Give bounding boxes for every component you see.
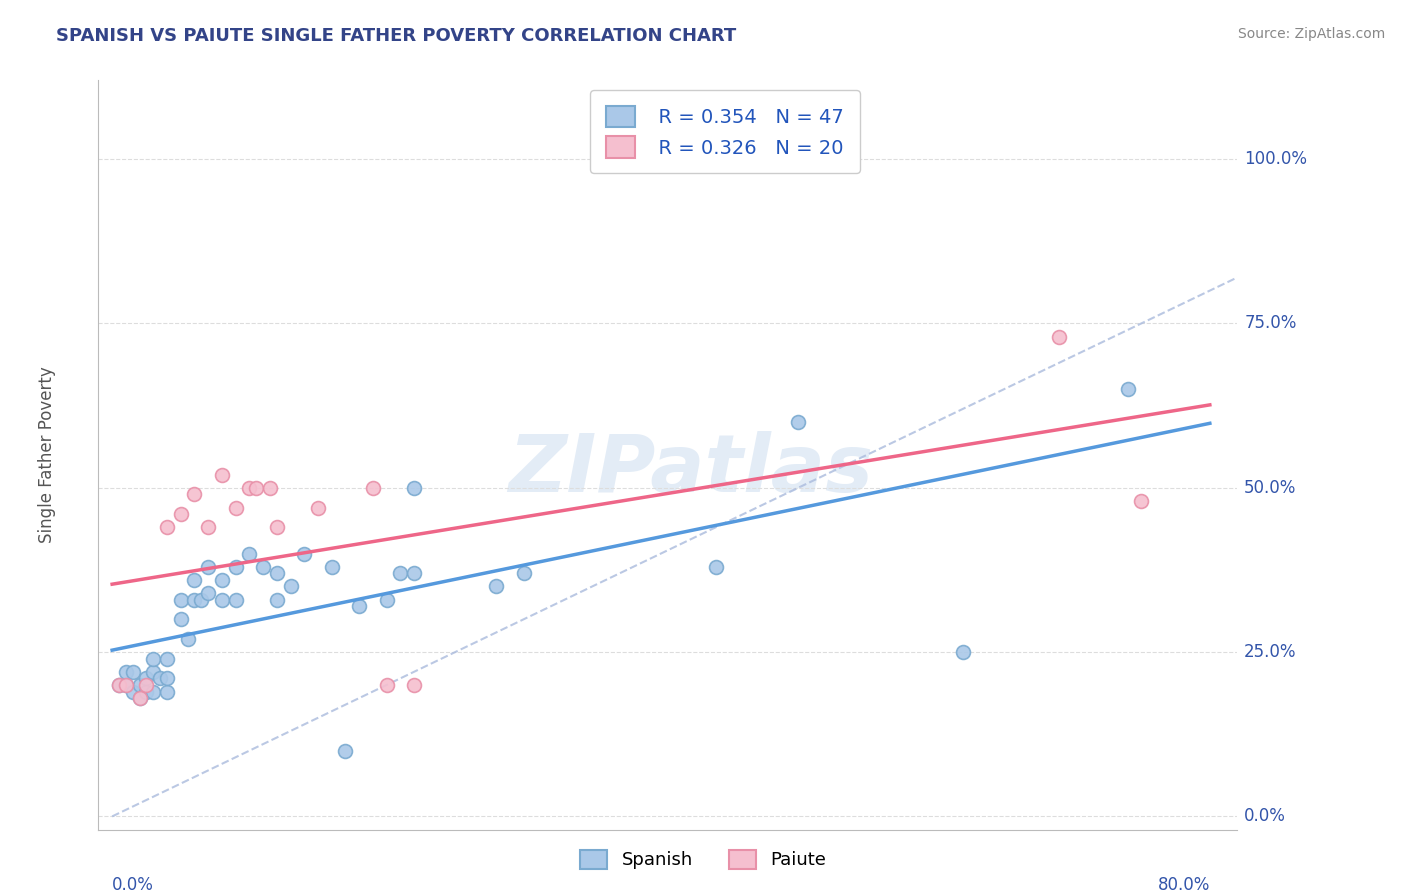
Point (149, 672, 172, 686)
Point (197, 586, 219, 600)
Point (183, 592, 205, 607)
Point (704, 559, 727, 574)
Point (108, 678, 131, 692)
Text: ZIPatlas: ZIPatlas (508, 431, 873, 509)
Text: 0.0%: 0.0% (112, 876, 155, 892)
Point (128, 691, 150, 706)
Point (225, 559, 247, 574)
Point (156, 651, 179, 665)
Point (1130, 494, 1153, 508)
Point (259, 481, 281, 495)
Point (142, 651, 165, 665)
Point (266, 566, 288, 581)
Point (1116, 382, 1139, 396)
Text: SPANISH VS PAIUTE SINGLE FATHER POVERTY CORRELATION CHART: SPANISH VS PAIUTE SINGLE FATHER POVERTY … (56, 27, 737, 45)
Point (335, 744, 357, 758)
Point (190, 592, 212, 607)
Text: 100.0%: 100.0% (1244, 150, 1308, 169)
Text: 0.0%: 0.0% (1244, 807, 1286, 825)
Point (115, 665, 138, 679)
Point (211, 592, 233, 607)
Point (402, 678, 425, 692)
Point (375, 592, 398, 607)
Point (211, 573, 233, 587)
Point (238, 547, 260, 561)
Point (156, 684, 179, 698)
Point (280, 579, 302, 593)
Point (183, 487, 205, 501)
Point (952, 645, 974, 659)
Point (128, 678, 150, 692)
Point (142, 684, 165, 698)
Point (787, 415, 810, 429)
Point (347, 599, 370, 613)
Point (176, 632, 198, 646)
Point (197, 559, 219, 574)
Point (121, 665, 143, 679)
Text: 80.0%: 80.0% (1157, 876, 1209, 892)
Point (135, 672, 157, 686)
Point (225, 592, 247, 607)
Point (211, 467, 233, 482)
Point (121, 684, 143, 698)
Point (1047, 329, 1070, 343)
Point (170, 507, 193, 521)
Legend:   R = 0.354   N = 47,   R = 0.326   N = 20: R = 0.354 N = 47, R = 0.326 N = 20 (591, 90, 859, 173)
Point (156, 520, 179, 534)
Point (361, 481, 384, 495)
Text: 25.0%: 25.0% (1244, 643, 1296, 661)
Point (170, 612, 193, 626)
Point (513, 566, 536, 581)
Text: Single Father Poverty: Single Father Poverty (38, 367, 56, 543)
Point (266, 520, 288, 534)
Point (292, 547, 315, 561)
Point (307, 500, 329, 515)
Text: 50.0%: 50.0% (1244, 479, 1296, 497)
Point (108, 678, 131, 692)
Point (135, 678, 157, 692)
Point (142, 665, 165, 679)
Point (135, 684, 157, 698)
Point (156, 672, 179, 686)
Point (402, 481, 425, 495)
Point (321, 559, 343, 574)
Text: Source: ZipAtlas.com: Source: ZipAtlas.com (1237, 27, 1385, 41)
Point (225, 500, 247, 515)
Point (252, 559, 274, 574)
Point (402, 566, 425, 581)
Point (115, 678, 138, 692)
Point (170, 592, 193, 607)
Point (245, 481, 267, 495)
Text: 75.0%: 75.0% (1244, 315, 1296, 333)
Point (266, 592, 288, 607)
Point (389, 566, 412, 581)
Legend: Spanish, Paiute: Spanish, Paiute (571, 841, 835, 879)
Point (238, 481, 260, 495)
Point (115, 678, 138, 692)
Point (375, 678, 398, 692)
Point (485, 579, 508, 593)
Point (183, 573, 205, 587)
Point (128, 691, 150, 706)
Point (197, 520, 219, 534)
